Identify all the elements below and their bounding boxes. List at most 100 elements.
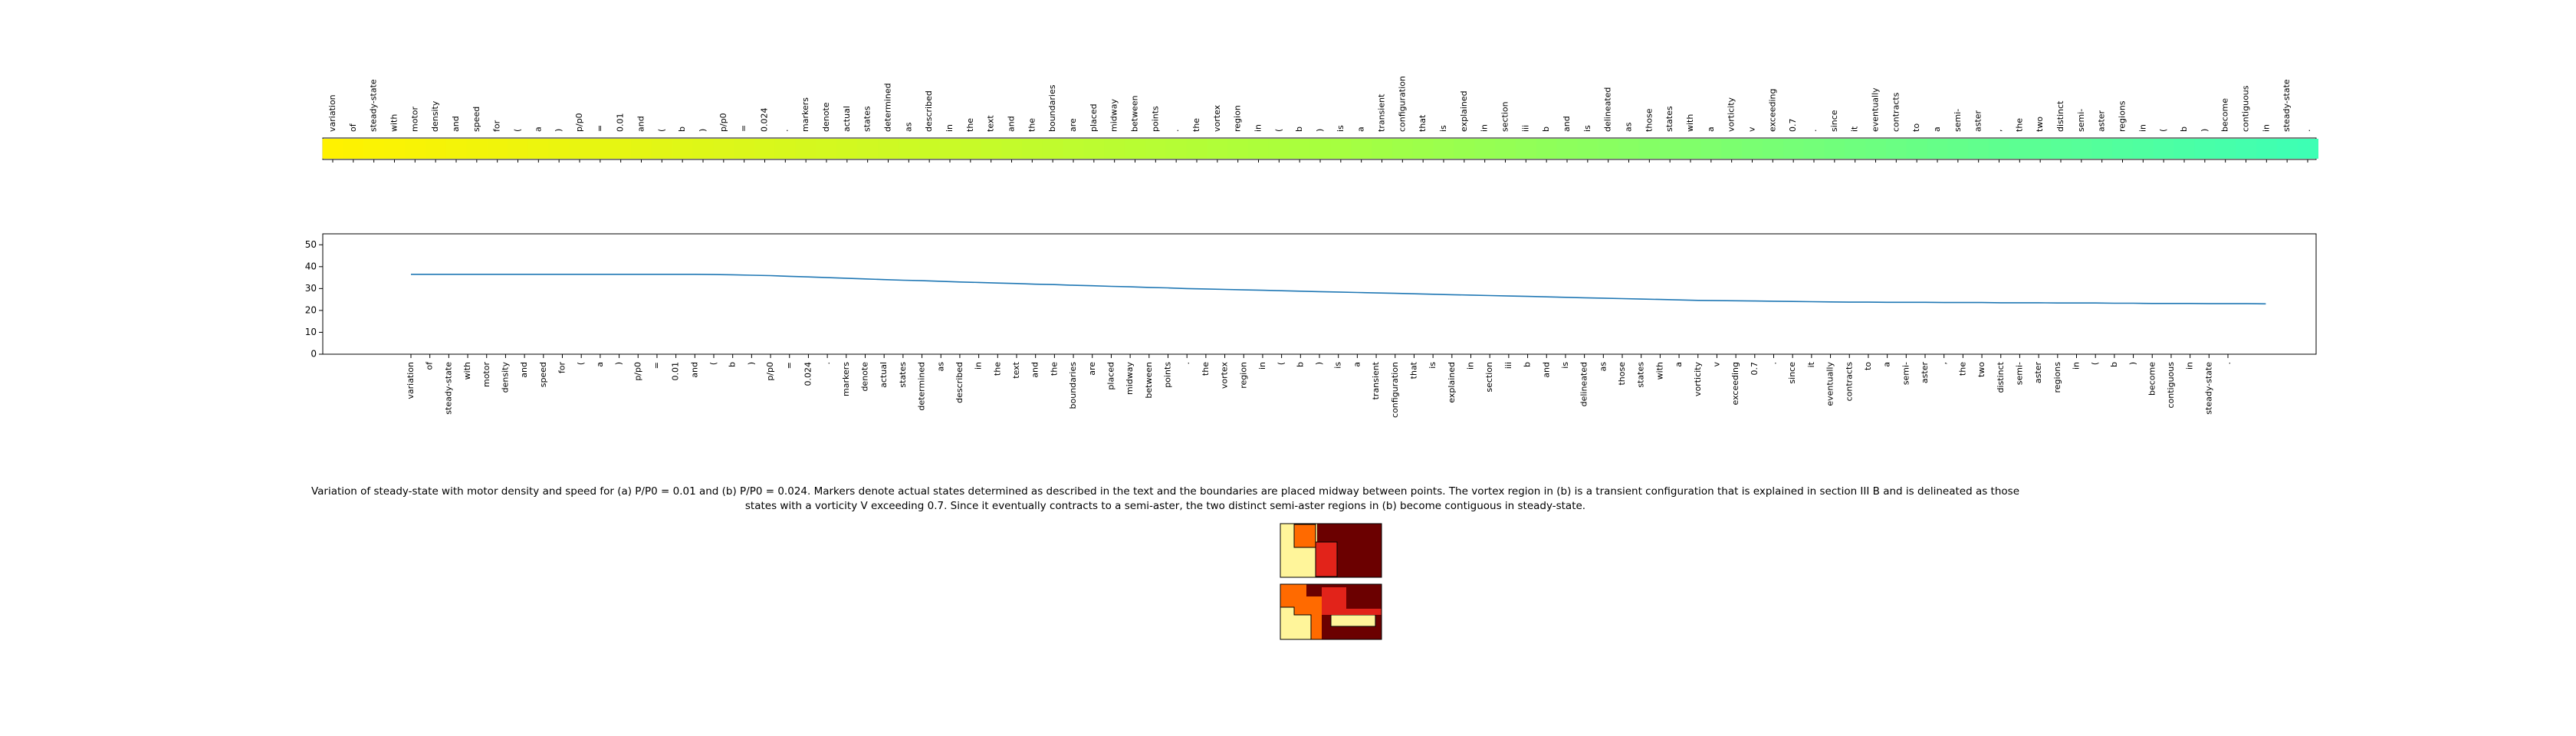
heatmap-cell [569, 139, 591, 159]
heatmap-token-label: variation [327, 94, 337, 132]
heatmap-cell [1165, 139, 1188, 159]
heatmap-cell [692, 139, 715, 159]
x-tick-label: ) [1314, 362, 1324, 365]
x-tick-label: in [2072, 362, 2082, 370]
x-tick-label: speed [538, 362, 548, 387]
heatmap-token-label: . [2302, 130, 2312, 133]
x-tick-label: that [1408, 361, 1418, 379]
heatmap-token-label: exceeding [1767, 89, 1777, 132]
heatmap-token-label: is [1438, 125, 1448, 132]
x-tick-label: delineated [1579, 362, 1589, 406]
heatmap-token-label: points [1150, 106, 1160, 132]
heatmap-token-label: and [636, 116, 646, 132]
heatmap-token-label: ( [1273, 129, 1283, 132]
heatmap-cell [1289, 139, 1311, 159]
heatmap-token-label: in [945, 124, 955, 132]
y-tick-label: 10 [305, 327, 317, 337]
x-tick-label: contracts [1844, 362, 1854, 402]
x-tick-label: steady-state [443, 362, 453, 415]
heatmap-token-label: ) [554, 129, 564, 132]
x-tick-label: vorticity [1693, 362, 1703, 397]
x-tick-label: . [2223, 362, 2233, 365]
heatmap-token-label: since [1829, 110, 1839, 132]
heatmap-token-label: 0.01 [616, 113, 626, 133]
heatmap-token-label: that [1418, 114, 1428, 132]
heatmap-token-label: text [986, 115, 996, 132]
x-tick-label: and [519, 362, 529, 378]
heatmap-token-label: distinct [2055, 100, 2065, 132]
heatmap-cell [343, 139, 364, 159]
x-tick-label: transient [1371, 361, 1381, 399]
heatmap-cell [1515, 139, 1537, 159]
heatmap-cell [1680, 139, 1702, 159]
heatmap-token-label: section [1500, 101, 1510, 132]
x-tick-label: density [500, 362, 510, 393]
heatmap-token-label: in [2261, 124, 2271, 132]
y-tick-label: 0 [310, 349, 317, 360]
heatmap-token-label: and [1562, 116, 1572, 132]
x-tick-label: semi- [2014, 362, 2024, 385]
x-tick-label: as [1598, 362, 1608, 372]
heatmap-cell [1906, 139, 1928, 159]
heatmap-cell [1618, 139, 1640, 159]
heatmap-cell [1556, 139, 1579, 159]
heatmap-cell [1001, 139, 1023, 159]
heatmap-cell [1145, 139, 1167, 159]
heatmap-cell [445, 139, 468, 159]
x-tick-label: is [1560, 362, 1570, 369]
x-tick-label: iii [1503, 362, 1513, 369]
heatmap-token-label: aster [1973, 110, 1983, 132]
heatmap-token-label: contiguous [2241, 85, 2251, 132]
heatmap-token-label: as [903, 122, 913, 132]
series-line [411, 273, 2266, 305]
heatmap-token-label: p/p0 [718, 113, 728, 132]
x-tick-label: boundaries [1068, 362, 1078, 409]
heatmap-cell [960, 139, 981, 159]
x-tick-label: , [1939, 362, 1949, 365]
x-tick-label: described [955, 362, 964, 403]
heatmap-token-label: with [389, 114, 399, 132]
heatmap-token-label: configuration [1397, 76, 1407, 132]
heatmap-cell [713, 139, 734, 159]
heatmap-token-label: delineated [1603, 87, 1613, 132]
x-tick-label: the [1957, 362, 1967, 376]
x-tick-label: explained [1447, 362, 1457, 403]
x-tick-label: . [822, 362, 832, 365]
heatmap-token-label: states [1664, 106, 1674, 132]
x-tick-label: ) [2128, 362, 2138, 365]
x-tick-label: in [1257, 362, 1267, 370]
x-tick-label: and [1030, 362, 1040, 378]
heatmap-cell [939, 139, 961, 159]
heatmap-token-label: contracts [1891, 92, 1901, 132]
heatmap-cell [1125, 139, 1146, 159]
heatmap-cell [404, 139, 426, 159]
y-tick-label: 30 [305, 283, 317, 294]
x-tick-label: ( [708, 362, 718, 365]
heatmap-token-label: determined [883, 83, 893, 132]
heatmap-token-label: ( [513, 129, 523, 132]
x-tick-label: the [1201, 362, 1211, 376]
heatmap-cell [2297, 139, 2319, 159]
x-tick-label: eventually [1825, 362, 1835, 406]
heatmap-cell [1454, 139, 1475, 159]
heatmap-cell [1433, 139, 1455, 159]
x-tick-label: semi- [1901, 362, 1911, 385]
heatmap-cell [1865, 139, 1887, 159]
heatmap-cell [1598, 139, 1619, 159]
x-tick-label: it [1806, 361, 1816, 367]
line-chart-axes: 0 10 20 30 40 50 [305, 233, 2317, 360]
heatmap-cell [2256, 139, 2278, 159]
heatmap-token-label: for [492, 120, 502, 132]
x-tick-label: = [784, 362, 794, 369]
x-tick-label: the [992, 362, 1002, 376]
x-tick-label: a [1352, 362, 1362, 367]
heatmap-cell [1495, 139, 1516, 159]
x-tick-label: ( [1276, 362, 1286, 365]
heatmap-token-label: aster [2097, 110, 2107, 132]
heatmap-cell [754, 139, 776, 159]
heatmap-cell [363, 139, 385, 159]
x-tick-label: . [1181, 362, 1191, 365]
heatmap-cell [1742, 139, 1763, 159]
heatmap-token-label: with [1685, 114, 1695, 132]
heatmap-token-label: boundaries [1047, 84, 1057, 132]
